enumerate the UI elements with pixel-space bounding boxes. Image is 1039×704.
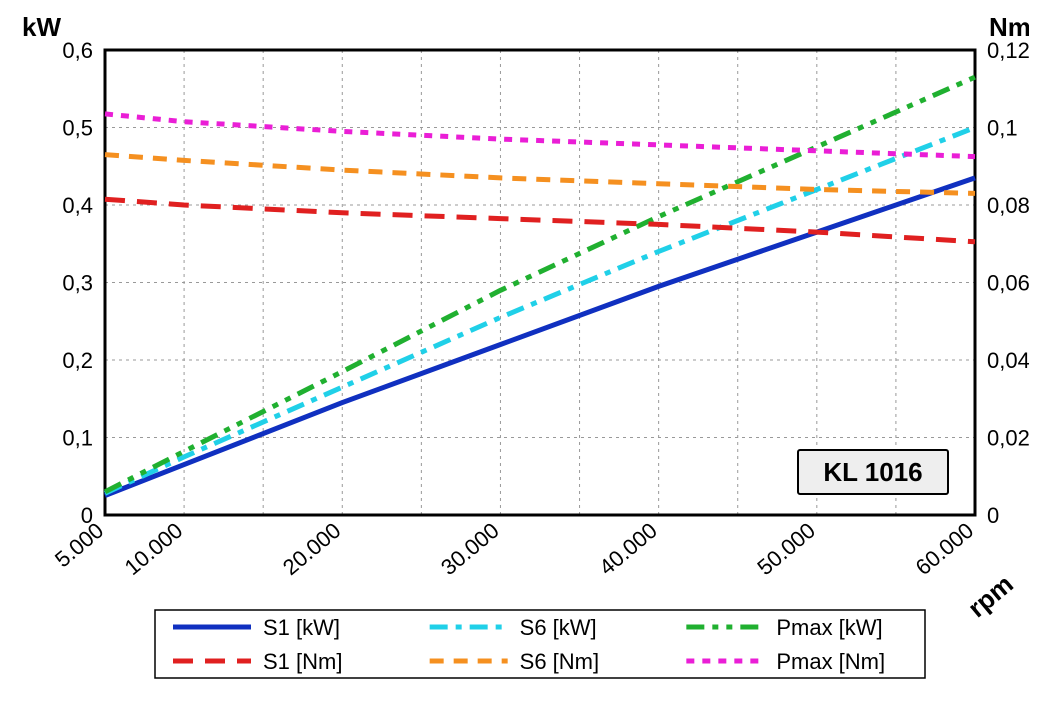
y-left-tick-label: 0,1 (62, 426, 93, 451)
motor-chart: 00,10,20,30,40,50,6kW00,020,040,060,080,… (10, 10, 1029, 694)
legend-label: S6 [kW] (520, 615, 597, 640)
y-right-tick-label: 0,1 (987, 116, 1018, 141)
legend-label: S1 [Nm] (263, 649, 342, 674)
chart-container: 00,10,20,30,40,50,6kW00,020,040,060,080,… (10, 10, 1029, 694)
y-right-tick-label: 0 (987, 503, 999, 528)
y-left-tick-label: 0,3 (62, 271, 93, 296)
legend-label: Pmax [kW] (776, 615, 882, 640)
y-right-tick-label: 0,08 (987, 193, 1029, 218)
y-left-tick-label: 0,5 (62, 116, 93, 141)
legend-label: Pmax [Nm] (776, 649, 885, 674)
y-right-tick-label: 0,06 (987, 271, 1029, 296)
y-right-tick-label: 0,02 (987, 426, 1029, 451)
y-left-tick-label: 0,6 (62, 38, 93, 63)
y-left-label: kW (22, 12, 61, 42)
y-right-label: Nm (989, 12, 1029, 42)
y-left-tick-label: 0,4 (62, 193, 93, 218)
legend-label: S1 [kW] (263, 615, 340, 640)
legend-label: S6 [Nm] (520, 649, 599, 674)
y-right-tick-label: 0,04 (987, 348, 1029, 373)
y-left-tick-label: 0,2 (62, 348, 93, 373)
model-badge-text: KL 1016 (823, 457, 922, 487)
